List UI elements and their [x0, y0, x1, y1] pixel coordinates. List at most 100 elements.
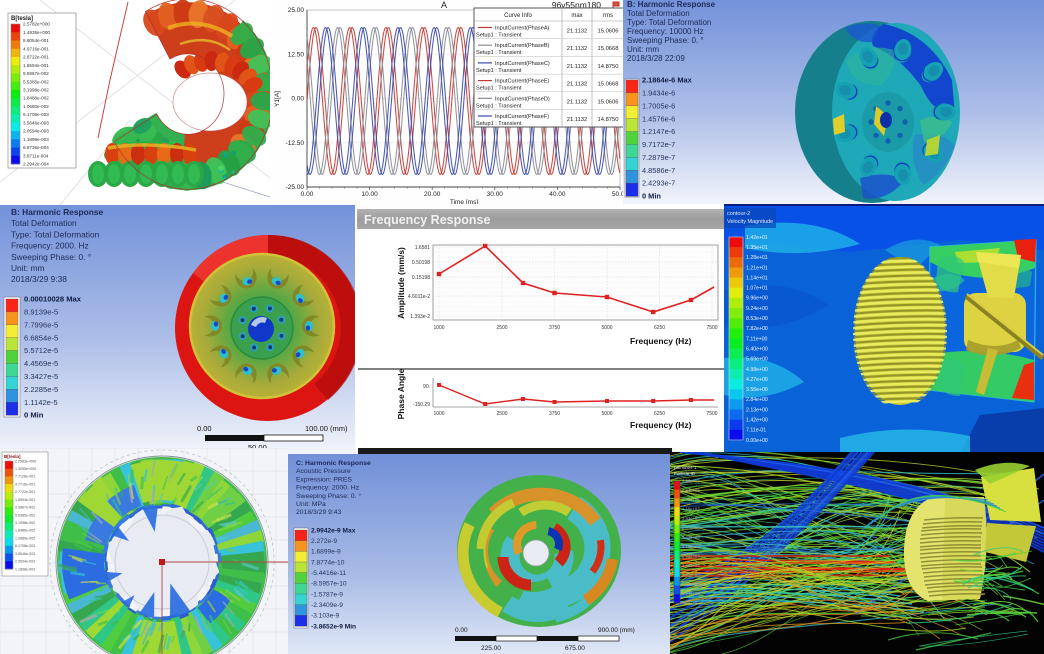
svg-text:9.7172e-7: 9.7172e-7	[642, 140, 675, 149]
svg-text:Unit: MPa: Unit: MPa	[296, 501, 326, 508]
svg-text:1.4576e-6: 1.4576e-6	[642, 114, 675, 123]
svg-text:0.00: 0.00	[455, 627, 468, 634]
svg-text:7.82e+00: 7.82e+00	[746, 326, 768, 332]
svg-text:21.1132: 21.1132	[567, 46, 588, 52]
svg-text:1.28e+01: 1.28e+01	[746, 255, 768, 261]
svg-text:Expression: PRES: Expression: PRES	[296, 476, 352, 483]
svg-text:2.4293e-7: 2.4293e-7	[642, 179, 675, 188]
svg-text:4.6011e-2: 4.6011e-2	[408, 294, 430, 300]
svg-text:1.6899e-9: 1.6899e-9	[311, 549, 341, 556]
svg-text:1.1898e-003: 1.1898e-003	[23, 137, 49, 142]
svg-text:A: A	[441, 0, 447, 10]
svg-text:B: Harmonic Response: B: Harmonic Response	[11, 207, 103, 217]
svg-text:3.67e+03: 3.67e+03	[682, 525, 700, 530]
svg-text:675.00: 675.00	[565, 645, 585, 652]
svg-text:max: max	[571, 13, 582, 19]
svg-text:5.69e+00: 5.69e+00	[746, 357, 768, 363]
svg-text:C: Harmonic Response: C: Harmonic Response	[296, 460, 371, 467]
svg-text:-5.4416e-11: -5.4416e-11	[311, 570, 346, 577]
svg-text:-25.00: -25.00	[286, 184, 305, 191]
svg-text:Phase Angle: Phase Angle	[396, 368, 406, 419]
svg-text:1.3095e+000: 1.3095e+000	[15, 467, 36, 471]
svg-text:-1.5787e-9: -1.5787e-9	[311, 591, 343, 598]
svg-text:Frequency (Hz): Frequency (Hz)	[630, 420, 692, 430]
svg-text:12.50: 12.50	[288, 52, 305, 59]
svg-text:3.16e+03: 3.16e+03	[682, 544, 700, 549]
svg-text:21.1132: 21.1132	[567, 64, 588, 70]
svg-text:2018/3/29 9:43: 2018/3/29 9:43	[296, 509, 342, 516]
svg-text:3750: 3750	[549, 411, 560, 417]
svg-text:Setup1 : Transient: Setup1 : Transient	[476, 33, 522, 39]
svg-text:5.5712e-5: 5.5712e-5	[24, 346, 58, 355]
svg-text:2.84e+00: 2.84e+00	[746, 397, 768, 403]
svg-text:B: Harmonic Response: B: Harmonic Response	[627, 0, 716, 9]
svg-text:B[tesla]: B[tesla]	[4, 454, 21, 459]
svg-text:Y1[A]: Y1[A]	[274, 91, 281, 107]
svg-text:Setup1 : Transient: Setup1 : Transient	[476, 68, 522, 74]
svg-text:2.272e-9: 2.272e-9	[311, 538, 337, 545]
svg-text:2018/3/29 9:38: 2018/3/29 9:38	[11, 274, 67, 284]
svg-text:2.9942e-9 Max: 2.9942e-9 Max	[311, 527, 356, 534]
svg-text:-3.8652e-9 Min: -3.8652e-9 Min	[311, 623, 356, 630]
svg-text:2.2285e-5: 2.2285e-5	[24, 385, 58, 394]
svg-text:1.0680e-002: 1.0680e-002	[15, 536, 35, 540]
svg-text:Frequency: 10000 Hz: Frequency: 10000 Hz	[627, 27, 704, 36]
svg-text:pathlines-1: pathlines-1	[674, 465, 697, 470]
svg-text:4.40e+03: 4.40e+03	[682, 497, 700, 502]
svg-text:2.5782e+000: 2.5782e+000	[23, 22, 50, 27]
svg-text:6.1708e-003: 6.1708e-003	[15, 544, 35, 548]
svg-text:Total Deformation: Total Deformation	[627, 9, 690, 18]
svg-text:25.00: 25.00	[288, 7, 305, 14]
svg-text:9.5867e-002: 9.5867e-002	[15, 506, 35, 510]
svg-text:7.11e+00: 7.11e+00	[746, 336, 768, 342]
svg-text:2.1864e-6 Max: 2.1864e-6 Max	[642, 76, 693, 85]
svg-text:5.5385e-002: 5.5385e-002	[15, 513, 35, 517]
svg-text:14.8750: 14.8750	[598, 117, 619, 123]
svg-text:1.9434e-6: 1.9434e-6	[642, 88, 675, 97]
svg-text:4.86e+03: 4.86e+03	[682, 478, 700, 483]
svg-text:InputCurrent(PhaseE): InputCurrent(PhaseE)	[495, 79, 550, 85]
svg-text:2.2942e-004: 2.2942e-004	[23, 162, 49, 167]
svg-text:20.00: 20.00	[424, 191, 441, 198]
svg-text:InputCurrent(PhaseB): InputCurrent(PhaseB)	[495, 43, 550, 49]
svg-text:96v55nm180: 96v55nm180	[552, 0, 601, 10]
svg-text:3.1998e-002: 3.1998e-002	[15, 521, 35, 525]
svg-text:1.42e+00: 1.42e+00	[746, 418, 768, 424]
svg-text:6.6854e-5: 6.6854e-5	[24, 333, 58, 342]
svg-text:Velocity Magnitude: Velocity Magnitude	[727, 219, 773, 225]
svg-text:Total Deformation: Total Deformation	[11, 218, 77, 228]
svg-text:Frequency: 2000. Hz: Frequency: 2000. Hz	[11, 241, 89, 251]
svg-text:0.50198: 0.50198	[412, 260, 430, 266]
svg-text:21.1132: 21.1132	[567, 29, 588, 35]
svg-text:3.9711e-004: 3.9711e-004	[23, 153, 49, 158]
svg-text:0 Min: 0 Min	[642, 192, 661, 201]
svg-text:3750: 3750	[549, 325, 560, 331]
svg-text:21.1132: 21.1132	[567, 82, 588, 88]
svg-text:-3.103e-9: -3.103e-9	[311, 613, 340, 620]
svg-text:1.42e+01: 1.42e+01	[746, 235, 768, 241]
svg-text:40.00: 40.00	[549, 191, 566, 198]
svg-text:Time [ms]: Time [ms]	[450, 199, 478, 206]
svg-text:0 Min: 0 Min	[24, 411, 44, 420]
svg-text:1.1898e-003: 1.1898e-003	[15, 567, 35, 571]
svg-text:Frequency Response: Frequency Response	[364, 213, 490, 227]
svg-text:7500: 7500	[706, 325, 717, 331]
svg-text:2.90e+03: 2.90e+03	[682, 554, 700, 559]
svg-text:4.98e+00: 4.98e+00	[746, 367, 768, 373]
svg-text:1.6594e-001: 1.6594e-001	[23, 63, 49, 68]
svg-text:-2.3409e-9: -2.3409e-9	[311, 602, 343, 609]
svg-text:15.0668: 15.0668	[598, 46, 619, 52]
svg-text:1.6581: 1.6581	[415, 245, 431, 251]
svg-text:21.1132: 21.1132	[567, 99, 588, 105]
svg-text:1.07e+01: 1.07e+01	[746, 286, 768, 292]
svg-text:2.0594e-003: 2.0594e-003	[15, 560, 35, 564]
svg-text:6.40e+00: 6.40e+00	[746, 346, 768, 352]
svg-text:3.42e+03: 3.42e+03	[682, 535, 700, 540]
svg-text:6250: 6250	[654, 325, 665, 331]
svg-text:-12.50: -12.50	[286, 140, 305, 147]
svg-text:4.16e+03: 4.16e+03	[682, 507, 700, 512]
svg-text:1.2147e-6: 1.2147e-6	[642, 127, 675, 136]
svg-text:Setup1 : Transient: Setup1 : Transient	[476, 86, 522, 92]
svg-text:2.0594e-003: 2.0594e-003	[23, 129, 49, 134]
svg-text:Sweeping Phase: 0. °: Sweeping Phase: 0. °	[627, 36, 704, 45]
